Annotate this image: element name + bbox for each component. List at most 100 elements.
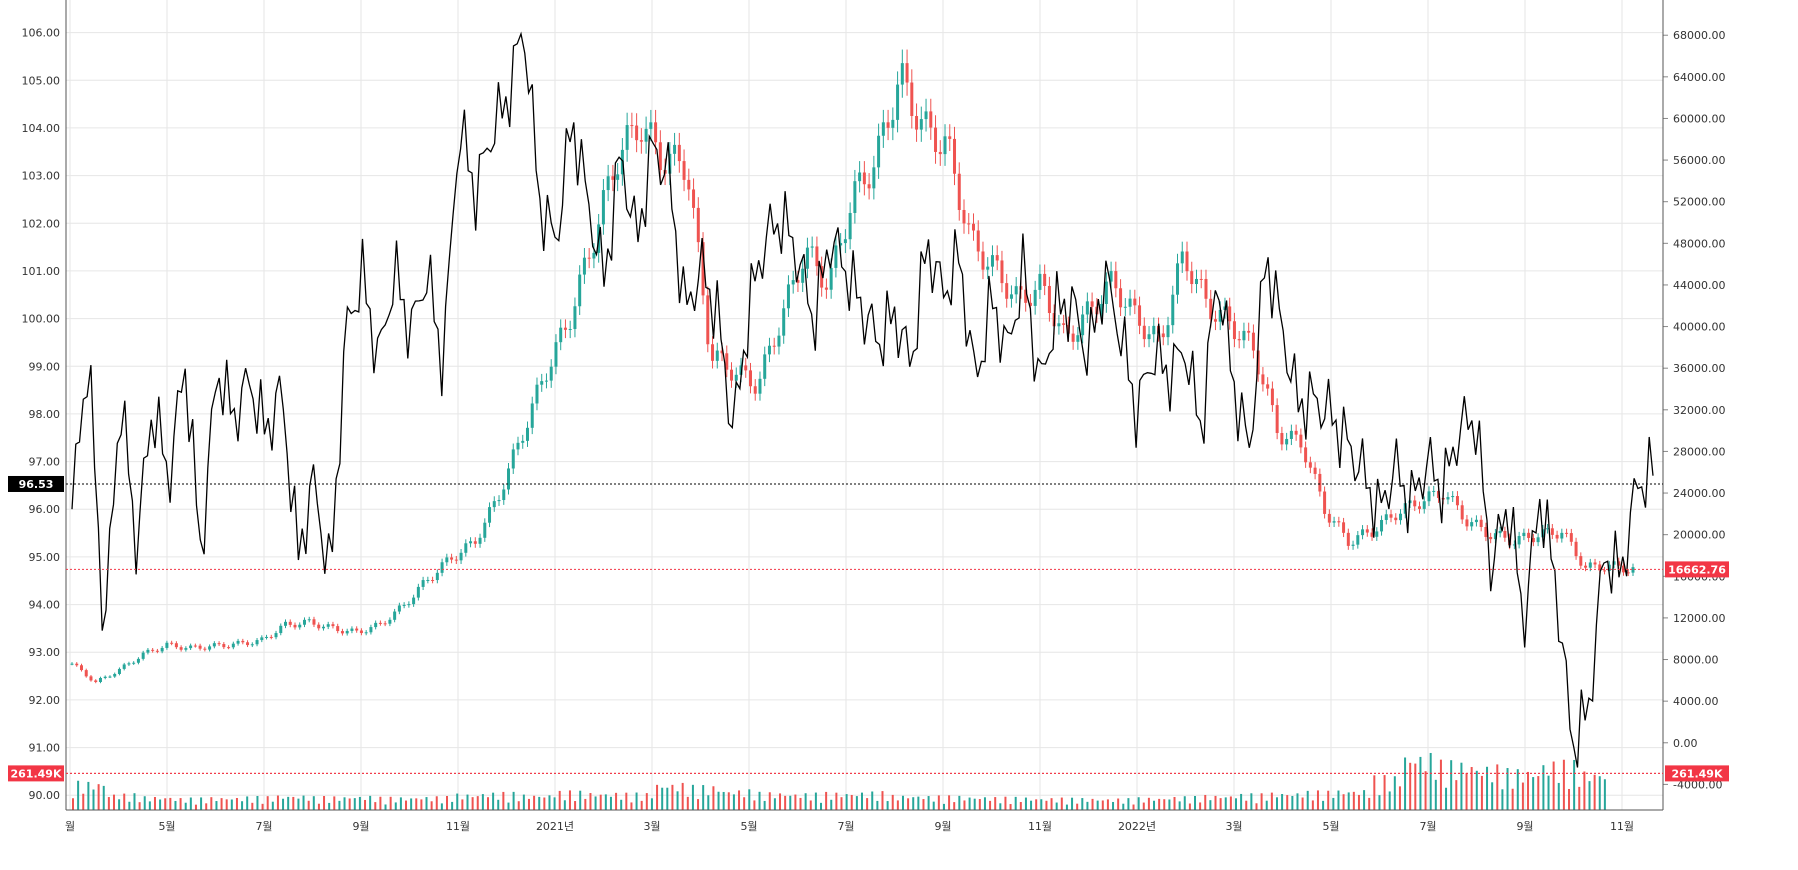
volume-bar — [266, 796, 269, 810]
volume-bar — [210, 797, 213, 810]
volume-bar — [630, 802, 633, 810]
candle-body — [1133, 298, 1137, 306]
volume-bar — [543, 797, 546, 810]
candle-body — [1607, 564, 1611, 571]
candle-body — [1588, 562, 1592, 568]
volume-bar — [1076, 803, 1079, 810]
volume-bar — [1158, 798, 1161, 810]
x-tick-label: 9월 — [352, 820, 369, 833]
candle-body — [407, 604, 411, 606]
volume-bar — [1188, 803, 1191, 810]
candle-body — [450, 557, 454, 560]
candle-body — [563, 327, 567, 330]
volume-bar — [1234, 798, 1237, 810]
candle-body — [454, 559, 458, 561]
candle-body — [1000, 260, 1004, 284]
candle-body — [98, 677, 102, 682]
candle-body — [464, 543, 468, 553]
volume-bar — [1373, 775, 1376, 810]
candle-body — [502, 489, 506, 501]
candle-body — [1380, 519, 1384, 532]
right-tick-label: 32000.00 — [1673, 404, 1726, 417]
candle-body — [758, 378, 762, 394]
candle-body — [1251, 332, 1255, 351]
volume-bar — [707, 795, 710, 810]
volume-bar — [917, 796, 920, 810]
candle-body — [350, 628, 354, 631]
volume-bar — [230, 799, 233, 810]
candle-body — [426, 579, 430, 581]
candle-body — [312, 619, 316, 625]
volume-bar — [953, 802, 956, 810]
candle-body — [886, 122, 890, 128]
candle-body — [222, 644, 226, 648]
volume-bar — [732, 794, 735, 810]
candle-body — [378, 622, 382, 624]
volume-bar — [860, 792, 863, 810]
volume-bar — [1327, 790, 1330, 810]
price-label-text: 261.49K — [1672, 767, 1723, 780]
candle-body — [777, 335, 781, 347]
volume-bar — [804, 793, 807, 810]
candle-body — [853, 181, 857, 213]
candle-body — [976, 230, 980, 252]
candle-body — [317, 624, 321, 629]
volume-bar — [994, 797, 997, 810]
candle-body — [1194, 278, 1198, 285]
right-tick-label: 48000.00 — [1673, 237, 1726, 250]
volume-bar — [118, 799, 121, 810]
volume-bar — [1086, 801, 1089, 810]
candle-body — [834, 245, 838, 268]
candle-body — [962, 209, 966, 224]
candle-body — [1446, 497, 1450, 500]
candle-body — [516, 442, 520, 450]
volume-bar — [968, 797, 971, 810]
volume-bar — [712, 786, 715, 810]
volume-bar — [881, 791, 884, 810]
candle-body — [905, 63, 909, 83]
x-tick-label: 3월 — [643, 820, 660, 833]
volume-bar — [1137, 797, 1140, 810]
candle-body — [374, 622, 378, 628]
candle-body — [1626, 572, 1630, 574]
candle-body — [1584, 565, 1588, 568]
volume-bar — [1009, 804, 1012, 810]
volume-bar — [235, 797, 238, 810]
volume-bar — [1532, 777, 1535, 810]
candle-body — [1299, 434, 1303, 448]
volume-bar — [405, 800, 408, 810]
x-tick-label: 7월 — [255, 820, 272, 833]
candle-body — [1489, 536, 1493, 540]
candle-body — [174, 643, 178, 648]
price-label-text: 16662.76 — [1668, 563, 1726, 576]
left-tick-label: 92.00 — [29, 694, 61, 707]
volume-bar — [809, 800, 812, 810]
candle-body — [1631, 567, 1635, 573]
candle-body — [75, 663, 79, 666]
volume-bar — [1506, 768, 1509, 810]
candle-body — [1138, 305, 1142, 326]
volume-bar — [983, 797, 986, 810]
candle-body — [359, 630, 363, 634]
volume-bar — [1486, 766, 1489, 810]
volume-bar — [241, 801, 244, 810]
volume-bar — [999, 803, 1002, 810]
candle-body — [184, 648, 188, 650]
candle-body — [293, 624, 297, 628]
volume-bar — [358, 796, 361, 810]
candle-body — [1123, 306, 1127, 308]
candle-body — [1289, 430, 1293, 439]
volume-bar — [1603, 779, 1606, 810]
price-label-box — [8, 765, 64, 782]
candle-body — [469, 541, 473, 544]
candle-body — [1327, 513, 1331, 523]
candle-body — [260, 637, 264, 641]
candle-body — [269, 636, 273, 638]
volume-bar — [1240, 793, 1243, 810]
volume-bar — [169, 797, 172, 810]
volume-bar — [348, 798, 351, 810]
volume-bar — [394, 802, 397, 810]
candle-body — [250, 644, 254, 646]
candle-body — [730, 369, 734, 381]
